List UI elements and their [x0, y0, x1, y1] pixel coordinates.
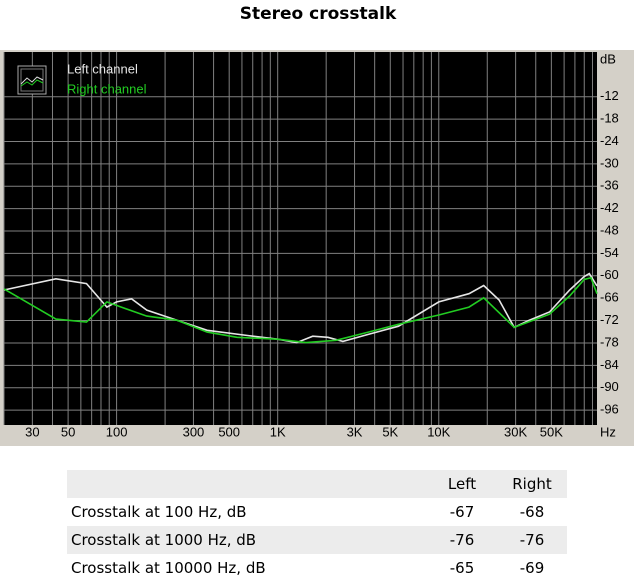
- x-tick-label: 5K: [382, 424, 398, 439]
- table-row: Crosstalk at 10000 Hz, dB -65 -69: [67, 554, 567, 582]
- results-table: Left Right Crosstalk at 100 Hz, dB -67 -68 …: [67, 470, 567, 582]
- cell: -65: [449, 559, 475, 577]
- y-tick-label: -60: [600, 267, 619, 282]
- y-tick-label: -24: [600, 133, 619, 148]
- cell: -76: [519, 531, 545, 549]
- column-header: Left: [447, 475, 477, 493]
- cell: -76: [449, 531, 475, 549]
- x-tick-label: 30: [25, 424, 39, 439]
- x-tick-label: 1K: [270, 424, 286, 439]
- legend-label: Right channel: [67, 81, 147, 96]
- x-tick-label: 10K: [427, 424, 450, 439]
- y-unit: dB: [600, 51, 616, 66]
- x-tick-label: 50K: [540, 424, 563, 439]
- y-tick-label: -84: [600, 357, 619, 372]
- y-tick-label: -12: [600, 88, 619, 103]
- chart-title: Stereo crosstalk: [240, 4, 397, 24]
- plot-area: [4, 52, 597, 425]
- legend-icon: [17, 65, 47, 95]
- y-tick-label: -90: [600, 379, 619, 394]
- row-label: Crosstalk at 100 Hz, dB: [71, 503, 247, 521]
- cell: -69: [519, 559, 545, 577]
- x-tick-label: 50: [61, 424, 75, 439]
- cell: -68: [519, 503, 545, 521]
- data-line: [3, 272, 598, 344]
- y-tick-label: -72: [600, 312, 619, 327]
- y-tick-label: -36: [600, 178, 619, 193]
- y-tick-label: -96: [600, 402, 619, 417]
- x-tick-label: 30K: [504, 424, 527, 439]
- cell: -67: [449, 503, 475, 521]
- row-label: Crosstalk at 1000 Hz, dB: [71, 531, 257, 549]
- row-label: Crosstalk at 10000 Hz, dB: [71, 559, 266, 577]
- data-line: [3, 276, 598, 344]
- chart: Stereo crosstalk dB Hz -12 -18 -24 -30 -36 -4…: [0, 4, 634, 446]
- y-tick-label: -54: [600, 245, 619, 260]
- x-tick-label: 300: [183, 424, 205, 439]
- y-tick-label: -78: [600, 334, 619, 349]
- y-tick-label: -48: [600, 222, 619, 237]
- y-tick-label: -18: [600, 111, 619, 126]
- x-unit: Hz: [600, 424, 616, 439]
- x-tick-label: 500: [218, 424, 240, 439]
- table-row: Crosstalk at 1000 Hz, dB -76 -76: [67, 526, 567, 554]
- table-header: Left Right: [67, 470, 567, 498]
- y-tick-label: -30: [600, 155, 619, 170]
- y-tick-label: -66: [600, 290, 619, 305]
- column-header: Right: [512, 475, 552, 493]
- x-tick-label: 3K: [347, 424, 363, 439]
- y-tick-label: -42: [600, 200, 619, 215]
- legend-label: Left channel: [67, 61, 138, 76]
- table-row: Crosstalk at 100 Hz, dB -67 -68: [67, 498, 567, 526]
- x-tick-label: 100: [106, 424, 128, 439]
